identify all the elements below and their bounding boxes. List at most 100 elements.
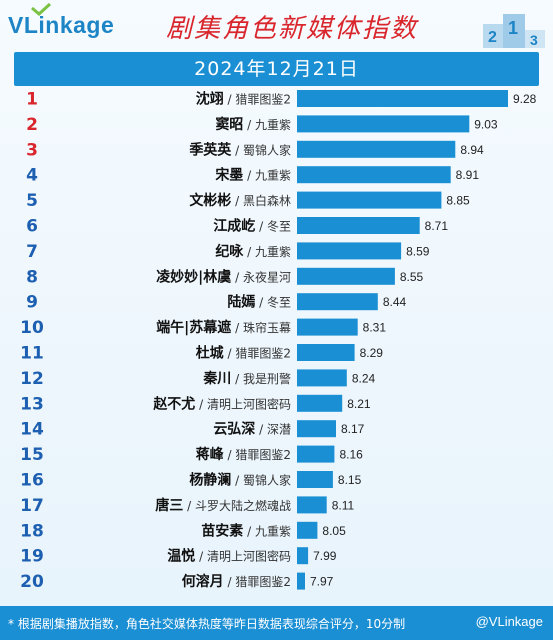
drama-name: 蜀锦人家 bbox=[243, 473, 291, 488]
label-separator: / bbox=[243, 169, 255, 183]
category-label: 窦昭 / 九重紫 bbox=[215, 116, 291, 133]
drama-name: 珠帘玉幕 bbox=[243, 320, 291, 335]
data-label: 7.99 bbox=[313, 549, 337, 563]
label-separator: / bbox=[195, 550, 207, 564]
data-label: 8.31 bbox=[363, 321, 387, 335]
data-label: 8.11 bbox=[332, 498, 355, 512]
data-label: 8.17 bbox=[341, 422, 365, 436]
character-name: 宋墨 bbox=[214, 167, 243, 184]
bar bbox=[297, 191, 442, 209]
drama-name: 九重紫 bbox=[255, 169, 291, 183]
label-separator: / bbox=[224, 575, 236, 589]
label-separator: / bbox=[231, 474, 243, 488]
bar bbox=[297, 344, 355, 361]
logo-check-icon bbox=[31, 2, 52, 16]
data-label: 8.91 bbox=[456, 168, 480, 182]
bar bbox=[297, 394, 343, 412]
drama-name: 九重紫 bbox=[255, 118, 291, 132]
character-name: 温悦 bbox=[167, 548, 195, 565]
rank-label: 14 bbox=[20, 420, 44, 440]
rank-label: 6 bbox=[26, 217, 38, 237]
character-name: 纪咏 bbox=[215, 243, 244, 260]
character-name: 秦川 bbox=[202, 370, 231, 387]
rank-label: 15 bbox=[20, 445, 44, 465]
watermark: @VLinkage bbox=[475, 614, 543, 629]
category-label: 凌妙妙|林虞 / 永夜星河 bbox=[156, 268, 291, 285]
bar bbox=[297, 445, 335, 463]
label-separator: / bbox=[243, 118, 255, 132]
rank-label: 4 bbox=[26, 166, 38, 186]
label-separator: / bbox=[183, 499, 195, 513]
category-label: 江成屹 / 冬至 bbox=[213, 218, 291, 235]
character-name: 江成屹 bbox=[213, 218, 255, 235]
date-text: 2024年12月21日 bbox=[194, 58, 359, 80]
chart-title: 剧集角色新媒体指数 bbox=[166, 14, 419, 44]
category-label: 端午|苏幕遮 / 珠帘玉幕 bbox=[156, 319, 291, 336]
label-separator: / bbox=[231, 321, 243, 335]
logo: VLinkage bbox=[8, 12, 115, 38]
data-label: 9.28 bbox=[513, 92, 537, 106]
rank-label: 12 bbox=[20, 369, 44, 389]
data-label: 7.97 bbox=[310, 575, 334, 589]
bar bbox=[297, 90, 508, 107]
rank-label: 9 bbox=[26, 293, 38, 313]
category-label: 陆嫣 / 冬至 bbox=[227, 294, 291, 311]
rank-label: 16 bbox=[20, 471, 44, 491]
rank-label: 8 bbox=[26, 267, 38, 287]
category-label: 秦川 / 我是刑警 bbox=[202, 370, 291, 387]
character-name: 云弘深 bbox=[213, 421, 255, 438]
drama-name: 斗罗大陆之燃魂战 bbox=[195, 498, 291, 513]
data-label: 8.16 bbox=[339, 448, 363, 462]
character-name: 文彬彬 bbox=[189, 192, 231, 209]
rank-label: 18 bbox=[20, 521, 44, 541]
rank-label: 13 bbox=[20, 394, 44, 414]
label-separator: / bbox=[224, 93, 236, 107]
drama-name: 我是刑警 bbox=[243, 371, 291, 386]
category-label: 何溶月 / 猎罪图鉴2 bbox=[182, 573, 291, 590]
bar bbox=[297, 420, 336, 438]
label-separator: / bbox=[255, 296, 267, 310]
bar bbox=[297, 217, 420, 234]
label-separator: / bbox=[195, 397, 207, 411]
bar bbox=[297, 496, 327, 514]
data-label: 8.24 bbox=[352, 371, 376, 385]
rank-label: 20 bbox=[20, 572, 44, 592]
rank-label: 7 bbox=[26, 242, 38, 262]
character-name: 杜城 bbox=[196, 345, 224, 362]
data-label: 8.21 bbox=[347, 397, 371, 411]
drama-name: 猎罪图鉴2 bbox=[235, 575, 291, 589]
character-name: 沈翊 bbox=[196, 91, 224, 108]
label-separator: / bbox=[243, 524, 255, 538]
rank-label: 3 bbox=[26, 140, 38, 160]
character-name: 杨静澜 bbox=[189, 472, 231, 489]
category-label: 云弘深 / 深潜 bbox=[213, 421, 291, 438]
label-separator: / bbox=[255, 423, 267, 437]
drama-name: 九重紫 bbox=[255, 245, 291, 259]
category-label: 蒋峰 / 猎罪图鉴2 bbox=[196, 446, 291, 463]
label-separator: / bbox=[224, 448, 236, 462]
data-label: 8.94 bbox=[460, 143, 484, 157]
character-name: 端午|苏幕遮 bbox=[156, 319, 231, 336]
rank-label: 5 bbox=[26, 191, 38, 211]
label-separator: / bbox=[231, 143, 243, 157]
ranking-bar-chart: 1 沈翊 / 猎罪图鉴2 9.28 2 窦昭 / 九重紫 9.03 3 季英英 / 蜀锦人家 8… bbox=[20, 90, 537, 593]
bar bbox=[297, 115, 470, 133]
bar bbox=[297, 521, 318, 539]
data-label: 8.44 bbox=[383, 295, 407, 309]
rank-label: 17 bbox=[20, 496, 44, 516]
drama-name: 清明上河图密码 bbox=[207, 549, 291, 564]
category-label: 温悦 / 清明上河图密码 bbox=[167, 548, 291, 565]
bar bbox=[297, 242, 402, 260]
bar bbox=[297, 267, 395, 285]
data-label: 8.55 bbox=[400, 270, 424, 284]
footnote: * 根据剧集播放指数，角色社交媒体热度等昨日数据表现综合评分，10分制 bbox=[8, 617, 406, 631]
character-name: 何溶月 bbox=[182, 573, 224, 590]
label-separator: / bbox=[231, 270, 243, 284]
bar bbox=[297, 140, 456, 158]
character-name: 赵不尤 bbox=[152, 395, 195, 412]
header: VLinkage 剧集角色新媒体指数 2 1 3 bbox=[0, 0, 553, 50]
footer: * 根据剧集播放指数，角色社交媒体热度等昨日数据表现综合评分，10分制 @VLi… bbox=[0, 606, 553, 640]
podium-digit-2: 2 bbox=[488, 29, 497, 46]
rank-label: 1 bbox=[26, 90, 38, 110]
character-name: 蒋峰 bbox=[196, 446, 225, 463]
